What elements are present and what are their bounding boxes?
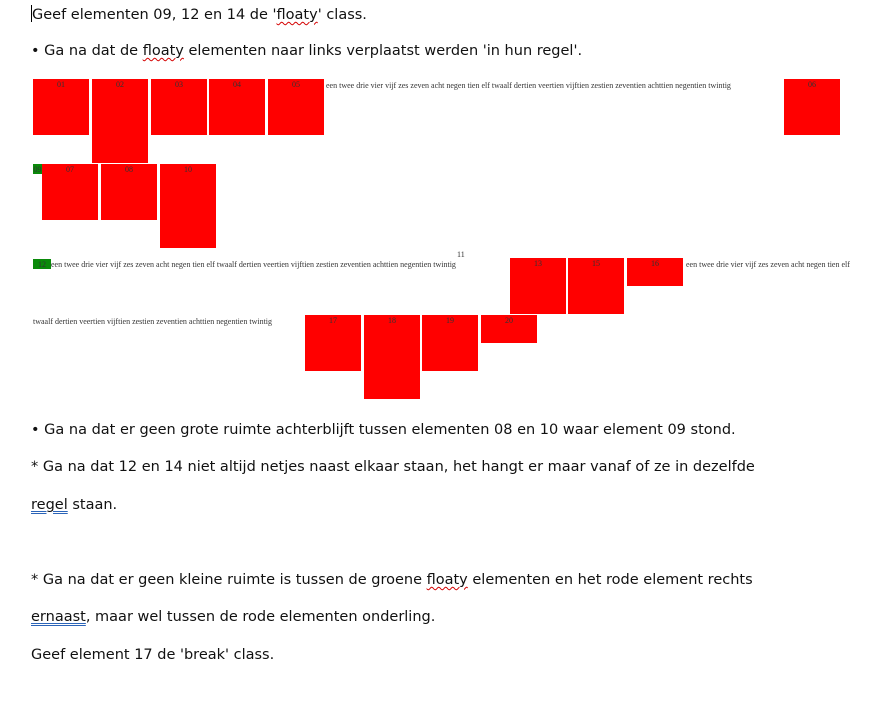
bullet-paragraph-2[interactable]: • Ga na dat er geen grote ruimte achterb… bbox=[31, 422, 736, 438]
note-paragraph-2-line-1[interactable]: * Ga na dat er geen kleine ruimte is tus… bbox=[31, 572, 753, 588]
box-08: 08 bbox=[101, 164, 157, 220]
note-paragraph-2-line-2[interactable]: ernaast, maar wel tussen de rode element… bbox=[31, 609, 435, 625]
box-11-label: 11 bbox=[457, 250, 465, 259]
grammar-flagged-word[interactable]: ernaast bbox=[31, 609, 86, 625]
box-03: 03 bbox=[151, 79, 207, 135]
spellcheck-word[interactable]: floaty bbox=[142, 43, 184, 59]
box-05: 05 bbox=[268, 79, 324, 135]
box-12-green: 12 bbox=[33, 259, 51, 269]
box-17: 17 bbox=[305, 315, 361, 371]
box-07: 07 bbox=[42, 164, 98, 220]
box-19: 19 bbox=[422, 315, 478, 371]
note2-text-c: elementen en het rode element rechts bbox=[467, 572, 753, 588]
note-paragraph-1-line-2[interactable]: regel staan. bbox=[31, 497, 117, 513]
text-cursor bbox=[31, 5, 32, 22]
box-18: 18 bbox=[364, 315, 420, 399]
intro-paragraph[interactable]: Geef elementen 09, 12 en 14 de 'floaty' … bbox=[31, 5, 367, 23]
note1-text-end: staan. bbox=[67, 497, 118, 513]
intro-text-a: Geef elementen 09, 12 en 14 de ' bbox=[32, 7, 277, 23]
filler-text-row3-end: een twee drie vier vijf zes zeven acht n… bbox=[686, 260, 850, 269]
filler-text-row1: een twee drie vier vijf zes zeven acht n… bbox=[326, 81, 731, 90]
box-06: 06 bbox=[784, 79, 840, 135]
box-15: 15 bbox=[568, 258, 624, 314]
spellcheck-word[interactable]: floaty bbox=[276, 7, 318, 23]
box-13: 13 bbox=[510, 258, 566, 314]
filler-text-row4: twaalf dertien veertien vijftien zestien… bbox=[33, 317, 273, 326]
box-02: 02 bbox=[92, 79, 148, 163]
grammar-flagged-word[interactable]: regel bbox=[31, 497, 68, 513]
final-paragraph[interactable]: Geef element 17 de 'break' class. bbox=[31, 647, 275, 663]
bullet1-text-c: elementen naar links verplaatst werden '… bbox=[183, 43, 583, 59]
bullet1-text-a: • Ga na dat de bbox=[31, 43, 143, 59]
note-paragraph-1-line-1[interactable]: * Ga na dat 12 en 14 niet altijd netjes … bbox=[31, 459, 755, 475]
filler-text-row3: een twee drie vier vijf zes zeven acht n… bbox=[51, 260, 456, 269]
note2-text-a: * Ga na dat er geen kleine ruimte is tus… bbox=[31, 572, 427, 588]
box-09-green: 09 bbox=[33, 164, 42, 174]
spellcheck-word[interactable]: floaty bbox=[426, 572, 468, 588]
intro-text-c: ' class. bbox=[317, 7, 367, 23]
box-20: 20 bbox=[481, 315, 537, 343]
box-01: 01 bbox=[33, 79, 89, 135]
bullet-paragraph-1[interactable]: • Ga na dat de floaty elementen naar lin… bbox=[31, 43, 582, 59]
box-10: 10 bbox=[160, 164, 216, 248]
box-16: 16 bbox=[627, 258, 683, 286]
note2-text-end: , maar wel tussen de rode elementen onde… bbox=[85, 609, 436, 625]
box-04: 04 bbox=[209, 79, 265, 135]
